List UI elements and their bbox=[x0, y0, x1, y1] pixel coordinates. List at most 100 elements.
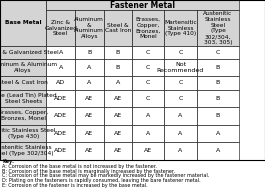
Bar bbox=[164, 10, 197, 46]
Text: A: A bbox=[87, 80, 91, 86]
Text: C: C bbox=[146, 80, 150, 86]
Bar bbox=[0, 76, 46, 89]
Text: A: A bbox=[216, 148, 220, 153]
Bar bbox=[132, 107, 164, 125]
Text: Austenitic Stainless
Steel (Type 302/304): Austenitic Stainless Steel (Type 302/304… bbox=[0, 146, 54, 156]
Bar bbox=[104, 107, 132, 125]
Text: B: B bbox=[116, 65, 120, 70]
Text: A: A bbox=[59, 65, 63, 70]
Text: A: A bbox=[178, 148, 183, 153]
Text: Key:: Key: bbox=[2, 159, 14, 164]
Text: Aluminum & Aluminum
Alloys: Aluminum & Aluminum Alloys bbox=[0, 62, 57, 73]
Text: A: A bbox=[178, 131, 183, 136]
Bar bbox=[0, 125, 46, 142]
Text: A: A bbox=[87, 65, 91, 70]
Bar bbox=[164, 89, 197, 107]
Bar bbox=[0, 59, 46, 76]
Bar bbox=[164, 107, 197, 125]
Text: AE: AE bbox=[144, 148, 152, 153]
Text: B: B bbox=[216, 96, 220, 101]
Bar bbox=[104, 10, 132, 46]
Text: D: Plating on the fasteners is rapidly consumed, leaving the bare fastener metal: D: Plating on the fasteners is rapidly c… bbox=[2, 178, 201, 183]
Text: ADE: ADE bbox=[54, 96, 67, 101]
Bar bbox=[197, 89, 239, 107]
Bar bbox=[46, 76, 75, 89]
Bar bbox=[132, 59, 164, 76]
Bar bbox=[75, 89, 104, 107]
Bar bbox=[132, 76, 164, 89]
Text: C: C bbox=[146, 50, 150, 55]
Text: B: B bbox=[87, 50, 91, 55]
Text: B: B bbox=[216, 80, 220, 86]
Bar bbox=[132, 89, 164, 107]
Bar bbox=[197, 10, 239, 46]
Text: C: C bbox=[146, 96, 150, 101]
Text: A: A bbox=[178, 113, 183, 118]
Bar bbox=[132, 142, 164, 160]
Bar bbox=[132, 125, 164, 142]
Text: AE: AE bbox=[114, 131, 122, 136]
Text: Terne (Lead Tin) Plated
Steel Sheets: Terne (Lead Tin) Plated Steel Sheets bbox=[0, 93, 57, 104]
Bar bbox=[46, 107, 75, 125]
Bar bbox=[104, 142, 132, 160]
Text: AD: AD bbox=[56, 80, 65, 86]
Bar bbox=[164, 142, 197, 160]
Bar bbox=[0, 0, 46, 46]
Text: Brasses,
Copper,
Bronzes,
Monel: Brasses, Copper, Bronzes, Monel bbox=[135, 17, 161, 39]
Text: C: C bbox=[178, 80, 183, 86]
Text: B: B bbox=[116, 50, 120, 55]
Bar bbox=[46, 125, 75, 142]
Bar bbox=[104, 59, 132, 76]
Text: ADE: ADE bbox=[54, 113, 67, 118]
Text: C: C bbox=[216, 50, 220, 55]
Text: A: A bbox=[59, 50, 63, 55]
Bar bbox=[75, 59, 104, 76]
Bar bbox=[164, 46, 197, 59]
Text: C: C bbox=[178, 50, 183, 55]
Bar bbox=[46, 89, 75, 107]
Bar bbox=[104, 76, 132, 89]
Bar bbox=[0, 142, 46, 160]
Bar bbox=[75, 46, 104, 59]
Text: Not
Recommended: Not Recommended bbox=[157, 62, 204, 73]
Text: AE: AE bbox=[114, 148, 122, 153]
Text: Zinc & Galvanized Steel: Zinc & Galvanized Steel bbox=[0, 50, 59, 55]
Text: B: Corrosion of the base metal is marginally increased by the fastener.: B: Corrosion of the base metal is margin… bbox=[2, 169, 175, 174]
Bar bbox=[46, 142, 75, 160]
Bar bbox=[75, 76, 104, 89]
Bar bbox=[0, 0, 265, 160]
Bar bbox=[164, 76, 197, 89]
Bar bbox=[164, 125, 197, 142]
Bar bbox=[46, 46, 75, 59]
Text: C: C bbox=[178, 96, 183, 101]
Text: AE: AE bbox=[85, 96, 93, 101]
Text: Base Metal: Base Metal bbox=[5, 20, 42, 25]
Bar bbox=[0, 46, 46, 59]
Bar bbox=[164, 59, 197, 76]
Bar bbox=[46, 59, 75, 76]
Bar bbox=[132, 46, 164, 59]
Bar bbox=[132, 10, 164, 46]
Bar bbox=[197, 59, 239, 76]
Bar bbox=[197, 76, 239, 89]
Text: Martensitic
Stainless
(Type 410): Martensitic Stainless (Type 410) bbox=[164, 20, 197, 36]
Text: AE: AE bbox=[114, 96, 122, 101]
Text: Brasses, Copper,
Bronzes, Monel: Brasses, Copper, Bronzes, Monel bbox=[0, 110, 48, 121]
Text: C: Corrosion of the base metal may be markedly increased by the fastener materia: C: Corrosion of the base metal may be ma… bbox=[2, 173, 209, 178]
Text: C: C bbox=[146, 65, 150, 70]
Text: A: A bbox=[146, 113, 150, 118]
Text: A: A bbox=[216, 131, 220, 136]
Bar bbox=[46, 0, 239, 10]
Text: Steel & Cast Iron: Steel & Cast Iron bbox=[0, 80, 48, 86]
Text: Zinc &
Galvanized
Steel: Zinc & Galvanized Steel bbox=[44, 20, 77, 36]
Text: A: Corrosion of the base metal is not increased by the fastener.: A: Corrosion of the base metal is not in… bbox=[2, 164, 157, 169]
Bar bbox=[197, 46, 239, 59]
Text: B: B bbox=[216, 65, 220, 70]
Bar bbox=[46, 10, 75, 46]
Bar bbox=[104, 125, 132, 142]
Text: B: B bbox=[216, 113, 220, 118]
Text: E: Corrosion of the fastener is increased by the base metal.: E: Corrosion of the fastener is increase… bbox=[2, 183, 148, 188]
Text: AE: AE bbox=[85, 113, 93, 118]
Bar bbox=[197, 125, 239, 142]
Text: Austenitic
Stainless
Steel
(Type
302/304,
303, 305): Austenitic Stainless Steel (Type 302/304… bbox=[203, 11, 233, 45]
